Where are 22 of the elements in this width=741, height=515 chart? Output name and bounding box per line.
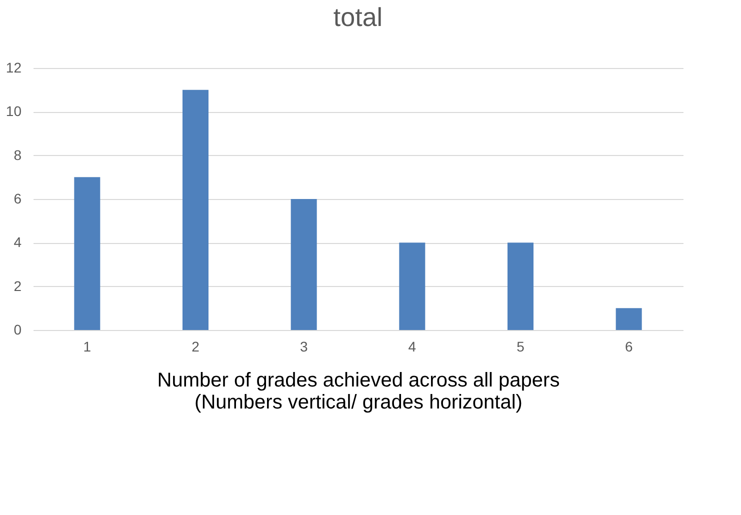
text: (Numbers vertical/ grades horizontal) xyxy=(194,392,522,414)
x-tick-label: 5 xyxy=(516,338,525,354)
x-tick-label: 4 xyxy=(408,338,416,354)
x-tick-label: 2 xyxy=(192,338,200,354)
y-tick-label: 10 xyxy=(6,103,22,120)
chart-title: total xyxy=(333,2,383,32)
y-tick-label: 12 xyxy=(6,60,22,76)
x-axis-title: Number of grades achieved across all papers xyxy=(157,370,560,392)
y-tick-label: 8 xyxy=(14,146,22,163)
bar xyxy=(616,308,642,330)
y-tick-label: 2 xyxy=(14,278,22,294)
bar xyxy=(74,177,100,330)
x-tick-label: 3 xyxy=(300,338,308,354)
y-tick-label: 6 xyxy=(14,190,22,206)
y-tick-label: 4 xyxy=(14,234,22,250)
y-tick-label: 0 xyxy=(14,322,22,338)
x-tick-label: 6 xyxy=(624,338,633,354)
bar xyxy=(399,242,426,330)
x-tick-label: 1 xyxy=(83,338,92,354)
bar xyxy=(182,90,208,330)
bar xyxy=(290,199,317,330)
bar xyxy=(508,242,534,330)
